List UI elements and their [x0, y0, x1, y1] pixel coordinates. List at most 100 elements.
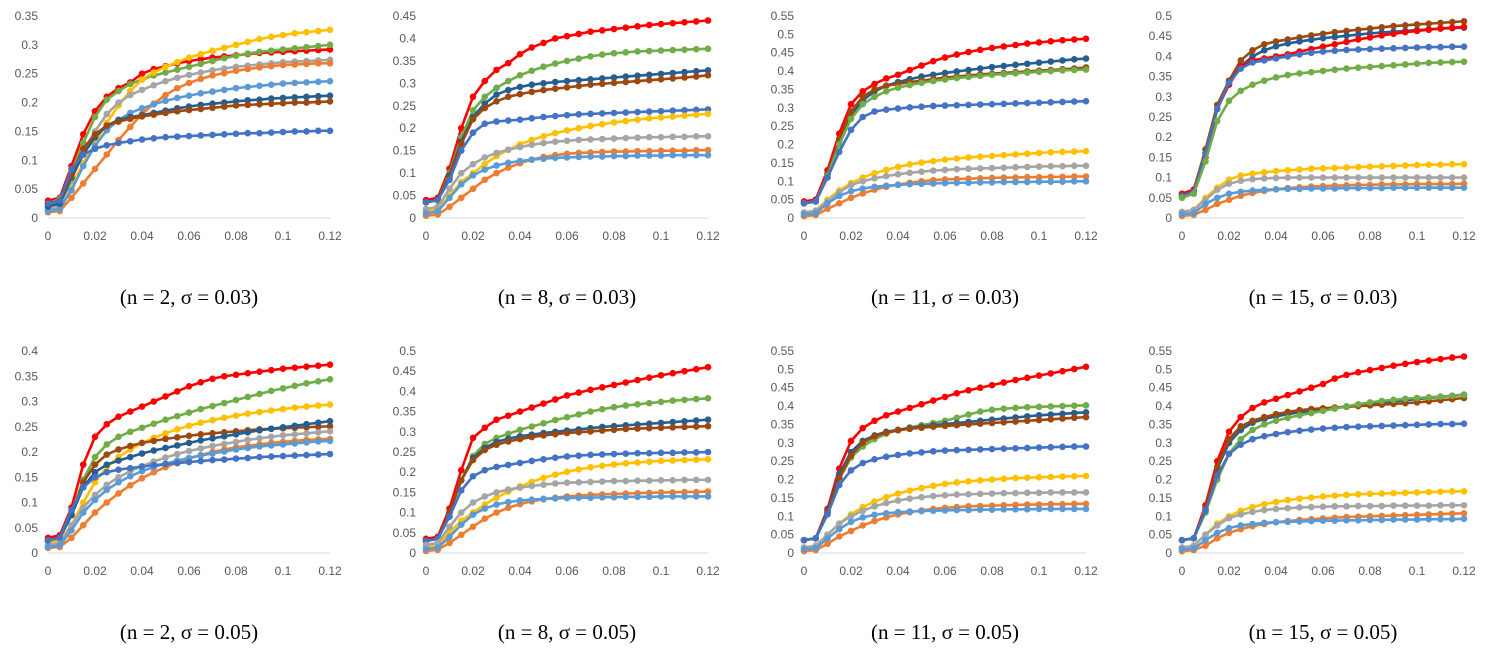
data-point: [1012, 418, 1019, 425]
data-point: [303, 420, 310, 428]
data-point: [326, 127, 334, 135]
data-point: [516, 484, 524, 491]
data-point: [1047, 67, 1055, 75]
data-point: [493, 416, 500, 423]
data-point: [1319, 185, 1327, 192]
data-point: [1178, 546, 1186, 553]
data-point: [469, 523, 477, 531]
data-point: [1082, 55, 1090, 62]
data-point: [1249, 417, 1256, 425]
data-point: [1237, 177, 1245, 185]
data-point: [563, 413, 571, 421]
data-point: [1448, 420, 1456, 428]
data-point: [692, 45, 700, 53]
data-point: [232, 67, 240, 75]
data-point: [115, 479, 122, 486]
data-point: [1000, 445, 1008, 452]
data-point: [941, 156, 949, 163]
y-tick-label: 0.15: [771, 491, 795, 505]
data-point: [185, 106, 193, 114]
data-point: [326, 60, 334, 67]
y-tick-label: 0.1: [399, 506, 416, 520]
data-point: [976, 384, 984, 392]
data-point: [551, 480, 559, 487]
data-point: [1059, 505, 1066, 513]
data-point: [1390, 30, 1397, 38]
data-point: [232, 130, 240, 138]
data-point: [669, 449, 677, 457]
data-point: [1296, 174, 1303, 181]
data-point: [126, 428, 134, 436]
data-point: [941, 102, 949, 109]
data-point: [244, 444, 252, 452]
data-point: [469, 185, 477, 193]
data-point: [267, 442, 275, 449]
data-point: [965, 154, 972, 161]
data-point: [1260, 175, 1268, 182]
data-point: [1307, 36, 1315, 44]
y-tick-label: 0.35: [771, 417, 795, 431]
data-point: [326, 437, 334, 445]
data-point: [587, 81, 594, 88]
data-point: [563, 84, 571, 91]
data-point: [1354, 517, 1362, 524]
data-point: [1000, 405, 1008, 412]
data-point: [185, 409, 193, 416]
x-tick-label: 0.1: [1031, 229, 1048, 243]
data-point: [704, 416, 712, 423]
data-point: [859, 177, 867, 185]
data-point: [138, 86, 146, 94]
series-red: [1178, 353, 1468, 544]
data-point: [209, 435, 216, 442]
data-point: [314, 402, 322, 409]
data-point: [1035, 416, 1043, 424]
data-point: [267, 433, 275, 441]
data-point: [220, 372, 228, 380]
data-point: [256, 390, 263, 398]
data-point: [1437, 184, 1444, 191]
data-point: [481, 166, 489, 173]
data-point: [481, 176, 489, 184]
data-point: [704, 488, 712, 495]
data-point: [610, 493, 618, 501]
data-point: [1343, 38, 1350, 46]
data-point: [657, 133, 665, 141]
data-point: [882, 182, 890, 189]
data-point: [1070, 505, 1078, 513]
data-point: [847, 512, 855, 520]
data-point: [103, 122, 111, 129]
y-tick-label: 0.2: [777, 138, 794, 152]
data-point: [185, 458, 193, 466]
data-point: [314, 362, 322, 369]
data-point: [1272, 518, 1280, 526]
x-tick-label: 0.12: [696, 564, 720, 578]
data-point: [220, 448, 228, 455]
data-point: [1378, 174, 1386, 181]
data-point: [871, 93, 878, 101]
series-gray: [44, 428, 334, 549]
data-point: [1070, 472, 1078, 480]
data-point: [232, 396, 240, 404]
data-point: [1213, 194, 1221, 202]
data-point: [244, 436, 252, 444]
data-point: [493, 91, 500, 98]
data-point: [812, 544, 820, 552]
data-point: [1035, 39, 1043, 46]
data-point: [953, 51, 961, 58]
data-point: [824, 540, 831, 548]
data-point: [91, 491, 99, 499]
data-point: [871, 417, 878, 425]
data-point: [575, 428, 583, 436]
data-point: [692, 456, 700, 463]
data-point: [68, 526, 75, 534]
data-point: [220, 103, 228, 110]
data-point: [244, 129, 252, 137]
data-point: [1012, 41, 1019, 49]
data-point: [622, 460, 630, 467]
data-point: [551, 138, 559, 145]
data-point: [918, 159, 925, 166]
data-point: [185, 54, 193, 61]
data-point: [681, 456, 688, 464]
data-point: [1070, 443, 1078, 450]
data-point: [976, 153, 984, 160]
